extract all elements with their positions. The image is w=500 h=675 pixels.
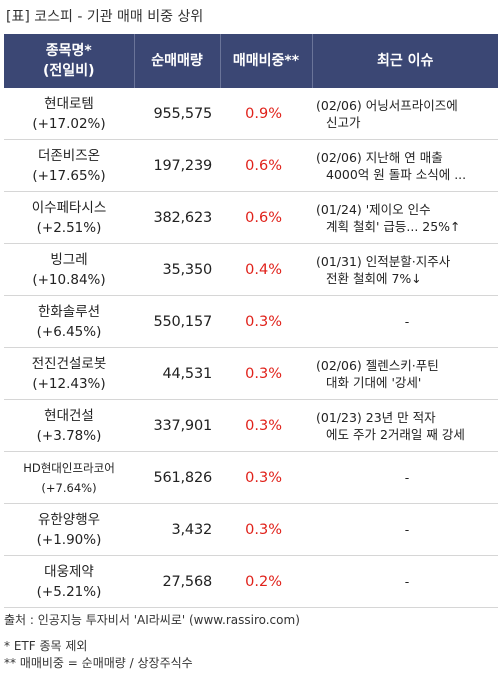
footnote-etf: * ETF 종목 제외 xyxy=(4,639,88,653)
recent-issue: (02/06) 젤렌스키·푸틴 대화 기대에 '강세' xyxy=(312,347,498,400)
issue-line1: (01/23) 23년 만 적자 xyxy=(316,409,436,425)
recent-issue: (02/06) 어닝서프라이즈에 신고가 xyxy=(312,88,498,140)
header-issue: 최근 이슈 xyxy=(312,34,498,88)
net-volume: 35,350 xyxy=(134,243,220,296)
trade-ratio: 0.4% xyxy=(220,243,312,296)
stock-name: 유한양행우 xyxy=(37,511,101,528)
footnote-ratio: ** 매매비중 = 순매매량 / 상장주식수 xyxy=(4,656,193,670)
issue-line2: 전환 철회에 7%↓ xyxy=(326,270,422,286)
source-note: 출처 : 인공지능 투자비서 'AI라씨로' (www.rassiro.com) xyxy=(4,613,300,627)
issue-line2: 계획 철회' 급등... 25%↑ xyxy=(326,218,461,234)
net-volume: 382,623 xyxy=(134,191,220,244)
trade-ratio: 0.6% xyxy=(220,191,312,244)
issue-line1: (01/31) 인적분할·지주사 xyxy=(316,253,451,269)
issue-line1: (02/06) 젤렌스키·푸틴 xyxy=(316,357,439,373)
issue-line1: (01/24) '제이오 인수 xyxy=(316,201,431,217)
header-name-line1: 종목명* xyxy=(45,43,92,59)
net-volume: 955,575 xyxy=(134,88,220,140)
recent-issue: (01/31) 인적분할·지주사 전환 철회에 7%↓ xyxy=(312,243,498,296)
recent-issue: - xyxy=(312,555,498,608)
header-name: 종목명* (전일비) xyxy=(4,34,135,88)
issue-line1: - xyxy=(404,574,410,589)
stock-cell: 한화솔루션 (+6.45%) xyxy=(4,295,134,348)
table-row: 대웅제약 (+5.21%) 27,568 0.2% - xyxy=(4,555,498,608)
stock-name: 전진건설로봇 xyxy=(31,355,107,372)
issue-line1: (02/06) 어닝서프라이즈에 xyxy=(316,97,458,113)
recent-issue: - xyxy=(312,503,498,556)
stock-cell: 유한양행우 (+1.90%) xyxy=(4,503,134,556)
trade-ratio: 0.3% xyxy=(220,451,312,504)
stock-change: (+17.65%) xyxy=(32,167,106,184)
stock-name: 현대로템 xyxy=(44,95,94,112)
stock-change: (+7.64%) xyxy=(41,480,97,495)
table-row: 현대건설 (+3.78%) 337,901 0.3% (01/23) 23년 만 적자 에… xyxy=(4,399,498,452)
issue-line2: 에도 주가 2거래일 째 강세 xyxy=(326,426,465,442)
stock-change: (+6.45%) xyxy=(36,323,102,340)
stock-cell: 더존비즈온 (+17.65%) xyxy=(4,139,134,192)
table-title: [표] 코스피 - 기관 매매 비중 상위 xyxy=(6,9,204,25)
stock-change: (+2.51%) xyxy=(36,219,102,236)
recent-issue: (01/24) '제이오 인수 계획 철회' 급등... 25%↑ xyxy=(312,191,498,244)
recent-issue: - xyxy=(312,295,498,348)
trade-ratio: 0.3% xyxy=(220,399,312,452)
trade-ratio: 0.9% xyxy=(220,88,312,140)
recent-issue: (01/23) 23년 만 적자 에도 주가 2거래일 째 강세 xyxy=(312,399,498,452)
table-row: HD현대인프라코어 (+7.64%) 561,826 0.3% - xyxy=(4,451,498,504)
header-name-line2: (전일비) xyxy=(43,63,95,79)
issue-line2: 대화 기대에 '강세' xyxy=(326,374,422,390)
stock-name: 이수페타시스 xyxy=(31,199,107,216)
trade-ratio: 0.6% xyxy=(220,139,312,192)
issue-line1: (02/06) 지난해 연 매출 xyxy=(316,149,443,165)
table-row: 더존비즈온 (+17.65%) 197,239 0.6% (02/06) 지난해 연 매… xyxy=(4,139,498,192)
stock-name: HD현대인프라코어 xyxy=(23,460,115,475)
stock-change: (+17.02%) xyxy=(32,115,106,132)
header-ratio: 매매비중** xyxy=(220,34,313,88)
table-row: 한화솔루션 (+6.45%) 550,157 0.3% - xyxy=(4,295,498,348)
stock-name: 대웅제약 xyxy=(44,563,94,580)
stock-cell: 빙그레 (+10.84%) xyxy=(4,243,134,296)
stock-name: 한화솔루션 xyxy=(37,303,101,320)
table-row: 빙그레 (+10.84%) 35,350 0.4% (01/31) 인적분할·지주사 전환… xyxy=(4,243,498,296)
stock-change: (+3.78%) xyxy=(36,427,102,444)
net-volume: 3,432 xyxy=(134,503,220,556)
stock-cell: 대웅제약 (+5.21%) xyxy=(4,555,134,608)
net-volume: 197,239 xyxy=(134,139,220,192)
stock-change: (+5.21%) xyxy=(36,583,102,600)
trade-ratio: 0.3% xyxy=(220,347,312,400)
ranking-table: 종목명* (전일비) 순매매량 매매비중** 최근 이슈 현대로템 (+17.02… xyxy=(4,34,498,608)
stock-cell: HD현대인프라코어 (+7.64%) xyxy=(4,451,134,504)
trade-ratio: 0.3% xyxy=(220,503,312,556)
recent-issue: (02/06) 지난해 연 매출 4000억 원 돌파 소식에 ... xyxy=(312,139,498,192)
stock-cell: 전진건설로봇 (+12.43%) xyxy=(4,347,134,400)
issue-line1: - xyxy=(404,522,410,537)
table-row: 전진건설로봇 (+12.43%) 44,531 0.3% (02/06) 젤렌스키·푸틴… xyxy=(4,347,498,400)
table-row: 이수페타시스 (+2.51%) 382,623 0.6% (01/24) '제이오 인수… xyxy=(4,191,498,244)
net-volume: 550,157 xyxy=(134,295,220,348)
table-row: 현대로템 (+17.02%) 955,575 0.9% (02/06) 어닝서프라이즈에… xyxy=(4,88,498,140)
table-row: 유한양행우 (+1.90%) 3,432 0.3% - xyxy=(4,503,498,556)
net-volume: 44,531 xyxy=(134,347,220,400)
net-volume: 561,826 xyxy=(134,451,220,504)
net-volume: 27,568 xyxy=(134,555,220,608)
net-volume: 337,901 xyxy=(134,399,220,452)
trade-ratio: 0.2% xyxy=(220,555,312,608)
stock-change: (+10.84%) xyxy=(32,271,106,288)
stock-name: 더존비즈온 xyxy=(37,147,101,164)
stock-change: (+12.43%) xyxy=(32,375,106,392)
stock-name: 현대건설 xyxy=(44,407,94,424)
stock-cell: 현대로템 (+17.02%) xyxy=(4,88,134,140)
issue-line2: 4000억 원 돌파 소식에 ... xyxy=(326,166,467,182)
stock-cell: 이수페타시스 (+2.51%) xyxy=(4,191,134,244)
recent-issue: - xyxy=(312,451,498,504)
issue-line2: 신고가 xyxy=(326,114,361,130)
issue-line1: - xyxy=(404,470,410,485)
stock-name: 빙그레 xyxy=(50,251,88,268)
header-volume: 순매매량 xyxy=(134,34,221,88)
issue-line1: - xyxy=(404,314,410,329)
stock-cell: 현대건설 (+3.78%) xyxy=(4,399,134,452)
stock-change: (+1.90%) xyxy=(36,531,102,548)
trade-ratio: 0.3% xyxy=(220,295,312,348)
header-row: 종목명* (전일비) 순매매량 매매비중** 최근 이슈 xyxy=(4,34,498,88)
